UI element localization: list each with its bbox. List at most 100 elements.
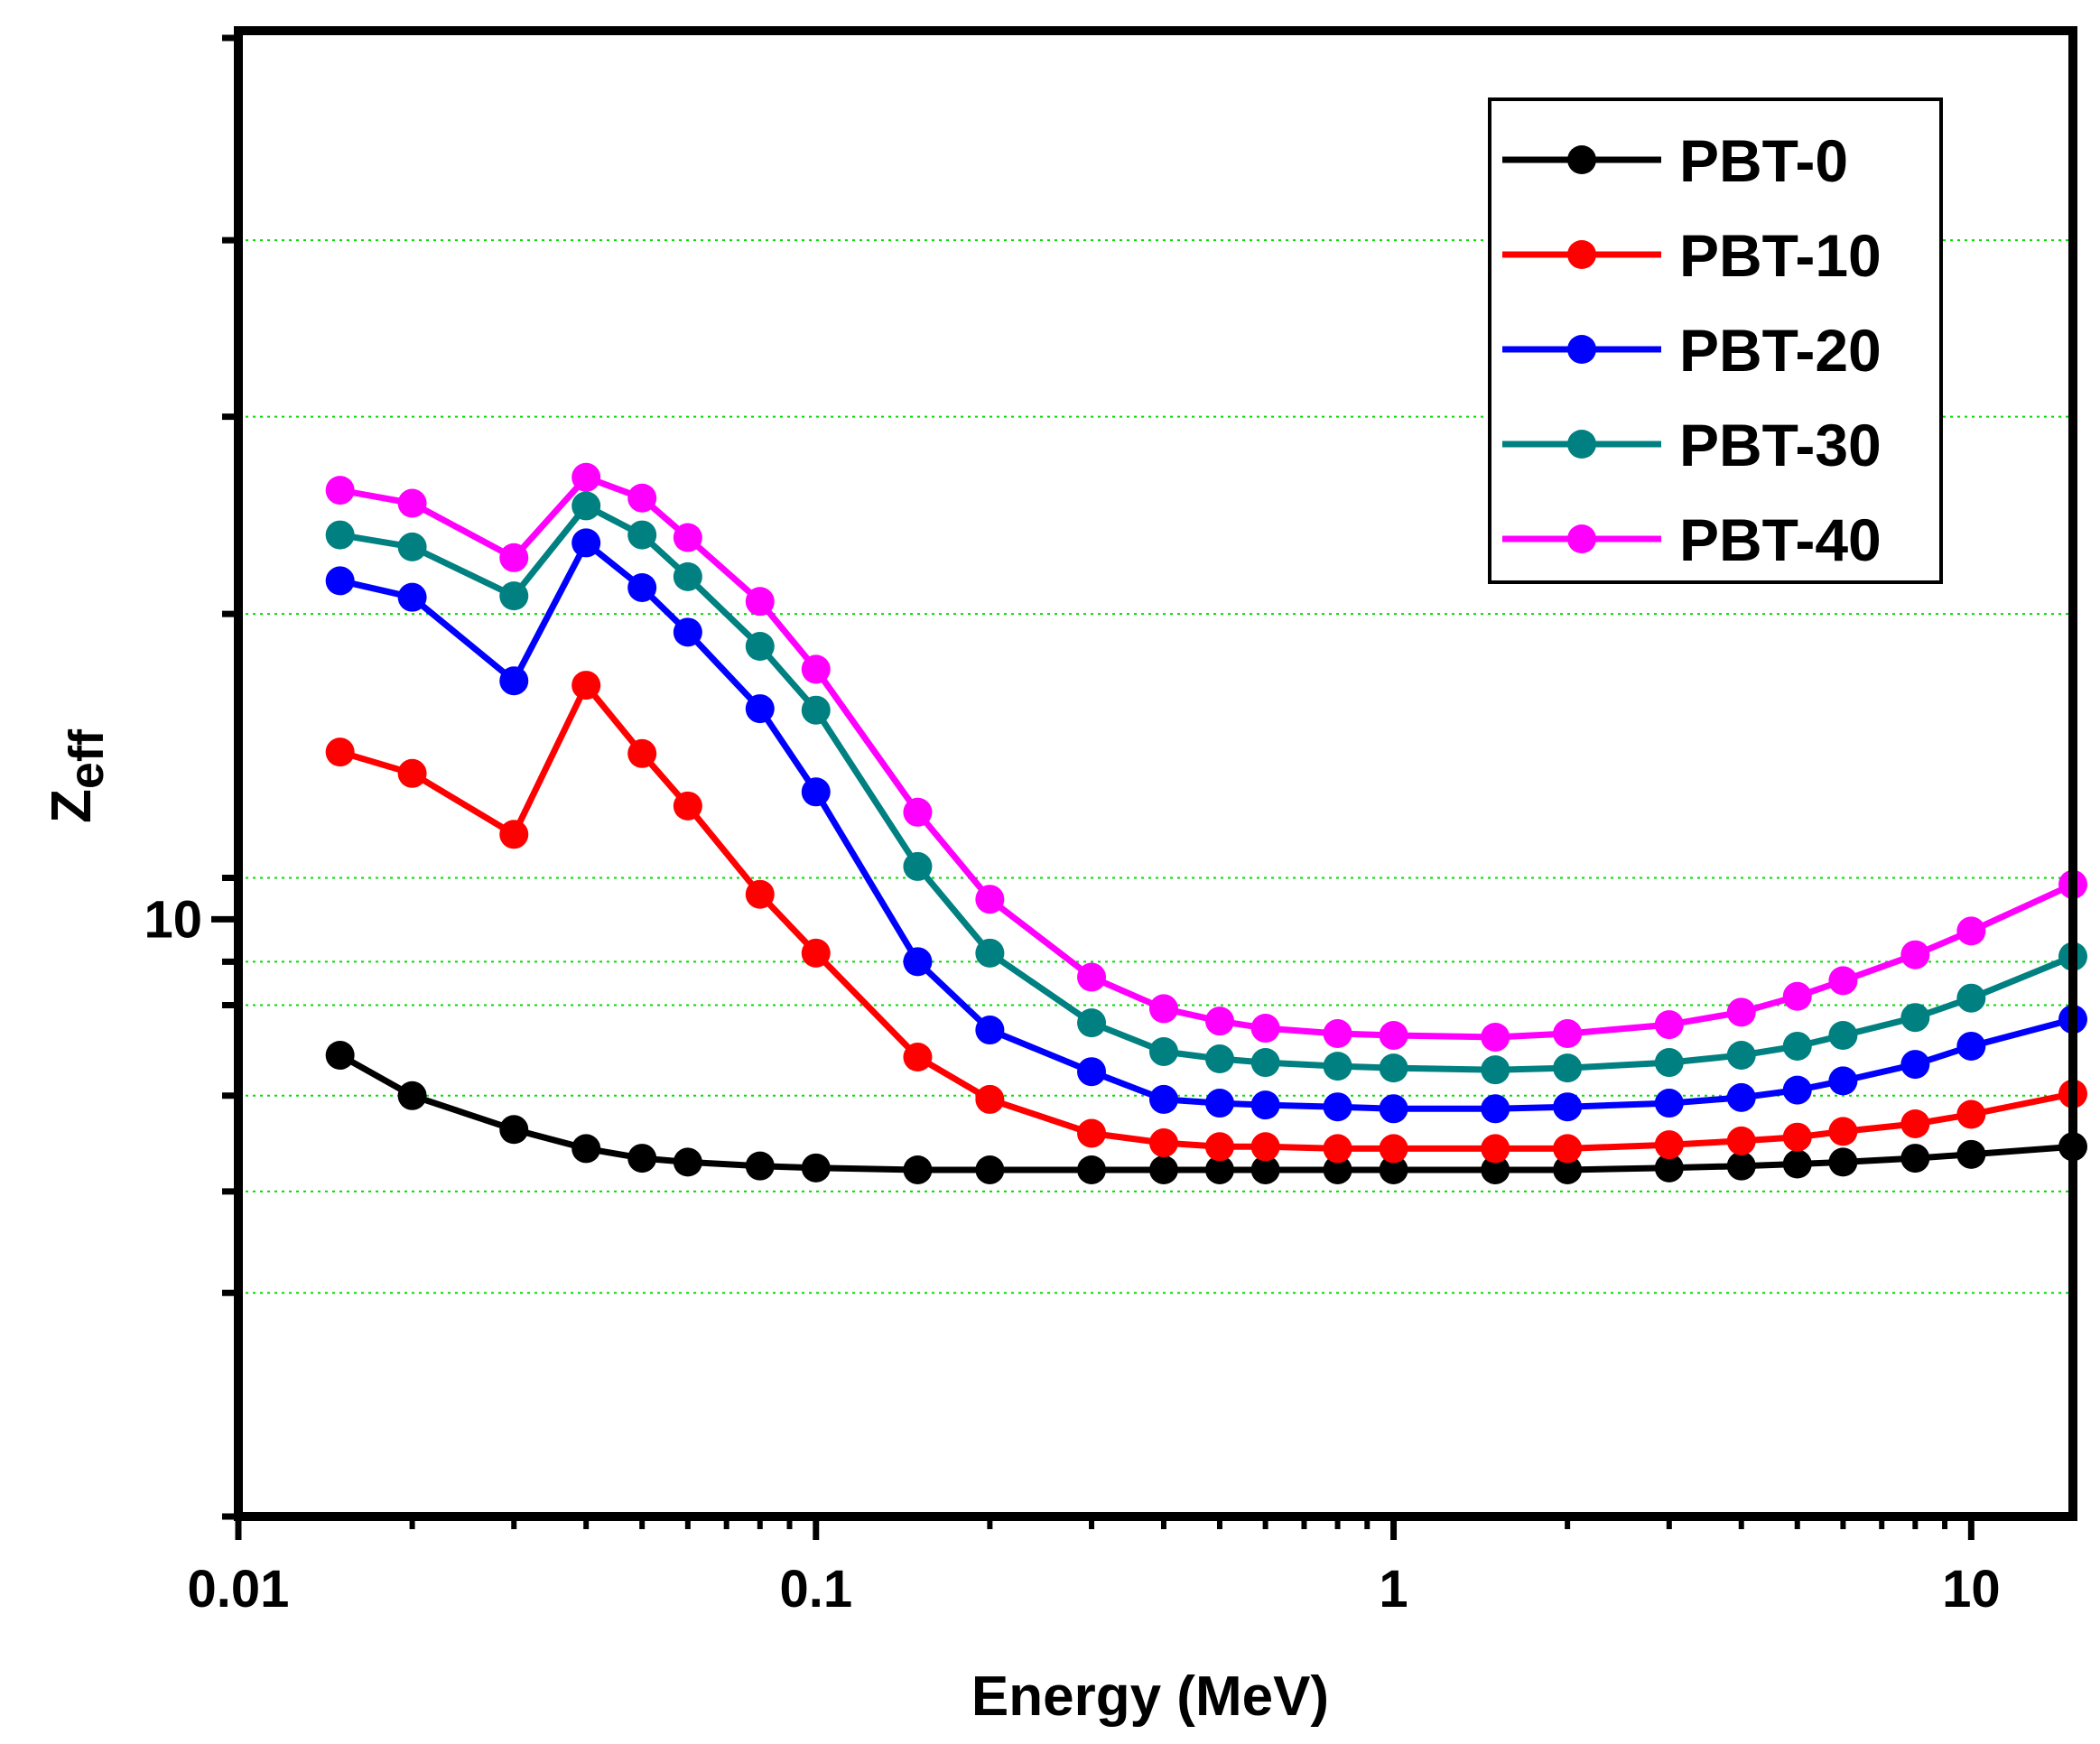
data-point-pbt-10 xyxy=(975,1084,1005,1114)
data-point-pbt-30 xyxy=(1782,1031,1812,1061)
data-point-pbt-40 xyxy=(903,797,933,827)
data-point-pbt-0 xyxy=(1726,1151,1756,1181)
data-point-pbt-30 xyxy=(745,632,775,662)
data-point-pbt-20 xyxy=(1204,1089,1234,1118)
data-point-pbt-0 xyxy=(1782,1149,1812,1179)
data-point-pbt-30 xyxy=(903,851,933,881)
data-point-pbt-20 xyxy=(1726,1082,1756,1112)
data-point-pbt-30 xyxy=(673,561,702,591)
data-point-pbt-30 xyxy=(397,532,427,561)
data-point-pbt-0 xyxy=(673,1147,702,1177)
data-point-pbt-10 xyxy=(673,791,702,821)
data-point-pbt-10 xyxy=(325,737,355,767)
data-point-pbt-40 xyxy=(1782,981,1812,1011)
data-point-pbt-30 xyxy=(325,520,355,550)
data-point-pbt-30 xyxy=(1828,1020,1858,1050)
data-point-pbt-20 xyxy=(1077,1057,1107,1087)
data-point-pbt-20 xyxy=(975,1016,1005,1045)
data-point-pbt-0 xyxy=(975,1155,1005,1184)
data-point-pbt-10 xyxy=(745,879,775,909)
data-point-pbt-20 xyxy=(1828,1066,1858,1096)
data-point-pbt-20 xyxy=(325,566,355,596)
data-point-pbt-30 xyxy=(801,695,831,725)
data-point-pbt-20 xyxy=(673,617,702,647)
data-point-pbt-20 xyxy=(571,528,601,558)
data-point-pbt-40 xyxy=(1828,966,1858,996)
tick-layer: 10 0.01 0.1 1 10 xyxy=(144,34,2001,1619)
data-point-pbt-30 xyxy=(1553,1053,1583,1083)
series-pbt-0 xyxy=(325,1040,2087,1184)
data-point-pbt-10 xyxy=(1900,1109,1930,1138)
legend-label-pbt-10: PBT-10 xyxy=(1679,222,1882,289)
y-axis-title-subscript: eff xyxy=(60,728,114,789)
data-point-pbt-40 xyxy=(1481,1022,1510,1052)
data-point-pbt-30 xyxy=(627,520,657,550)
data-point-pbt-20 xyxy=(745,694,775,724)
data-point-pbt-20 xyxy=(1148,1084,1178,1114)
data-point-pbt-10 xyxy=(903,1043,933,1072)
x-axis-title: Energy (MeV) xyxy=(971,1665,1329,1728)
data-point-pbt-10 xyxy=(397,758,427,788)
data-point-pbt-20 xyxy=(1654,1089,1684,1118)
legend-marker-pbt-30 xyxy=(1567,430,1596,459)
data-point-pbt-10 xyxy=(1204,1132,1234,1162)
data-point-pbt-0 xyxy=(1379,1155,1408,1184)
data-point-pbt-40 xyxy=(1900,940,1930,969)
data-point-pbt-40 xyxy=(1956,916,1986,946)
data-point-pbt-40 xyxy=(571,462,601,492)
data-point-pbt-20 xyxy=(627,572,657,602)
data-point-pbt-20 xyxy=(903,947,933,977)
data-point-pbt-20 xyxy=(1481,1094,1510,1124)
series-pbt-30 xyxy=(325,491,2087,1085)
y-axis-title: Zeff xyxy=(41,728,114,823)
data-point-pbt-30 xyxy=(499,581,529,611)
data-point-pbt-10 xyxy=(1077,1118,1107,1148)
data-point-pbt-30 xyxy=(1726,1040,1756,1070)
data-point-pbt-20 xyxy=(1553,1092,1583,1122)
data-point-pbt-10 xyxy=(1481,1134,1510,1164)
data-point-pbt-30 xyxy=(1900,1003,1930,1033)
data-point-pbt-0 xyxy=(1204,1155,1234,1184)
data-point-pbt-10 xyxy=(1250,1132,1280,1162)
data-point-pbt-10 xyxy=(1323,1134,1352,1164)
data-point-pbt-30 xyxy=(1481,1055,1510,1085)
data-point-pbt-20 xyxy=(499,666,529,696)
data-point-pbt-10 xyxy=(1782,1122,1812,1152)
x-tick-label: 10 xyxy=(1942,1560,2001,1619)
legend-marker-pbt-40 xyxy=(1567,524,1596,553)
data-point-pbt-10 xyxy=(499,820,529,849)
data-point-pbt-30 xyxy=(1250,1048,1280,1078)
legend-label-pbt-0: PBT-0 xyxy=(1679,127,1848,194)
data-point-pbt-0 xyxy=(1553,1155,1583,1184)
data-point-pbt-0 xyxy=(1148,1155,1178,1184)
data-point-pbt-40 xyxy=(1250,1014,1280,1044)
legend: PBT-0 PBT-10 PBT-20 PBT-30 PBT-40 xyxy=(1488,97,1943,584)
data-point-pbt-30 xyxy=(1379,1053,1408,1083)
legend-label-pbt-20: PBT-20 xyxy=(1679,317,1882,384)
data-point-pbt-0 xyxy=(1323,1155,1352,1184)
data-point-pbt-0 xyxy=(1956,1139,1986,1169)
data-point-pbt-0 xyxy=(397,1081,427,1110)
data-point-pbt-10 xyxy=(571,671,601,700)
data-point-pbt-30 xyxy=(975,938,1005,968)
legend-label-pbt-40: PBT-40 xyxy=(1679,506,1882,573)
data-point-pbt-20 xyxy=(1956,1031,1986,1061)
data-point-pbt-40 xyxy=(1323,1019,1352,1049)
legend-label-pbt-30: PBT-30 xyxy=(1679,412,1882,478)
data-point-pbt-40 xyxy=(397,488,427,518)
data-point-pbt-10 xyxy=(627,738,657,768)
series-layer xyxy=(325,462,2087,1184)
data-point-pbt-0 xyxy=(1900,1144,1930,1173)
y-axis-title-main: Z xyxy=(41,789,103,823)
data-point-pbt-20 xyxy=(1379,1094,1408,1124)
data-point-pbt-10 xyxy=(1148,1128,1178,1158)
data-point-pbt-30 xyxy=(1148,1036,1178,1066)
data-point-pbt-0 xyxy=(1077,1155,1107,1184)
x-tick-label: 0.01 xyxy=(188,1560,290,1619)
data-point-pbt-40 xyxy=(1077,962,1107,992)
series-pbt-20 xyxy=(325,528,2087,1124)
data-point-pbt-40 xyxy=(627,483,657,513)
data-point-pbt-40 xyxy=(1204,1007,1234,1036)
legend-box xyxy=(1488,97,1943,584)
data-point-pbt-40 xyxy=(1553,1019,1583,1049)
